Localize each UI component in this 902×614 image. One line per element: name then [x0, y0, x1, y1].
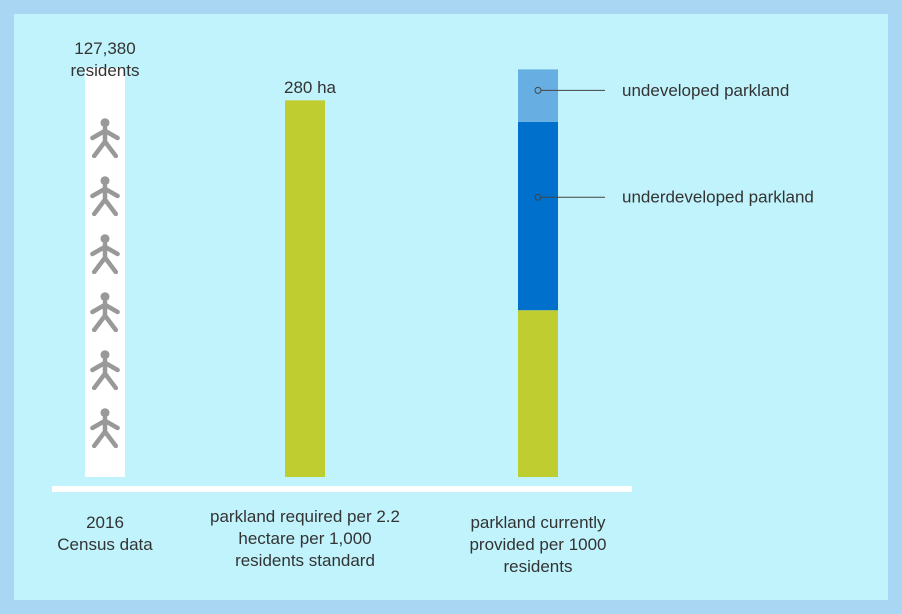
panel [14, 14, 888, 600]
bar [285, 100, 325, 478]
x-tick-label: parkland required per 2.2 hectare per 1,… [210, 507, 400, 570]
bar [518, 310, 558, 477]
baseline [52, 486, 632, 492]
pictograph-label: 127,380 residents [70, 39, 140, 80]
x-tick-label: 2016 Census data [57, 513, 153, 554]
legend-label: underdeveloped parkland [622, 188, 814, 207]
x-tick-label: parkland currently provided per 1000 res… [469, 513, 607, 576]
value-label: 280 ha [284, 78, 337, 97]
legend-label: undeveloped parkland [622, 81, 789, 100]
bar [518, 69, 558, 122]
bar [518, 121, 558, 311]
